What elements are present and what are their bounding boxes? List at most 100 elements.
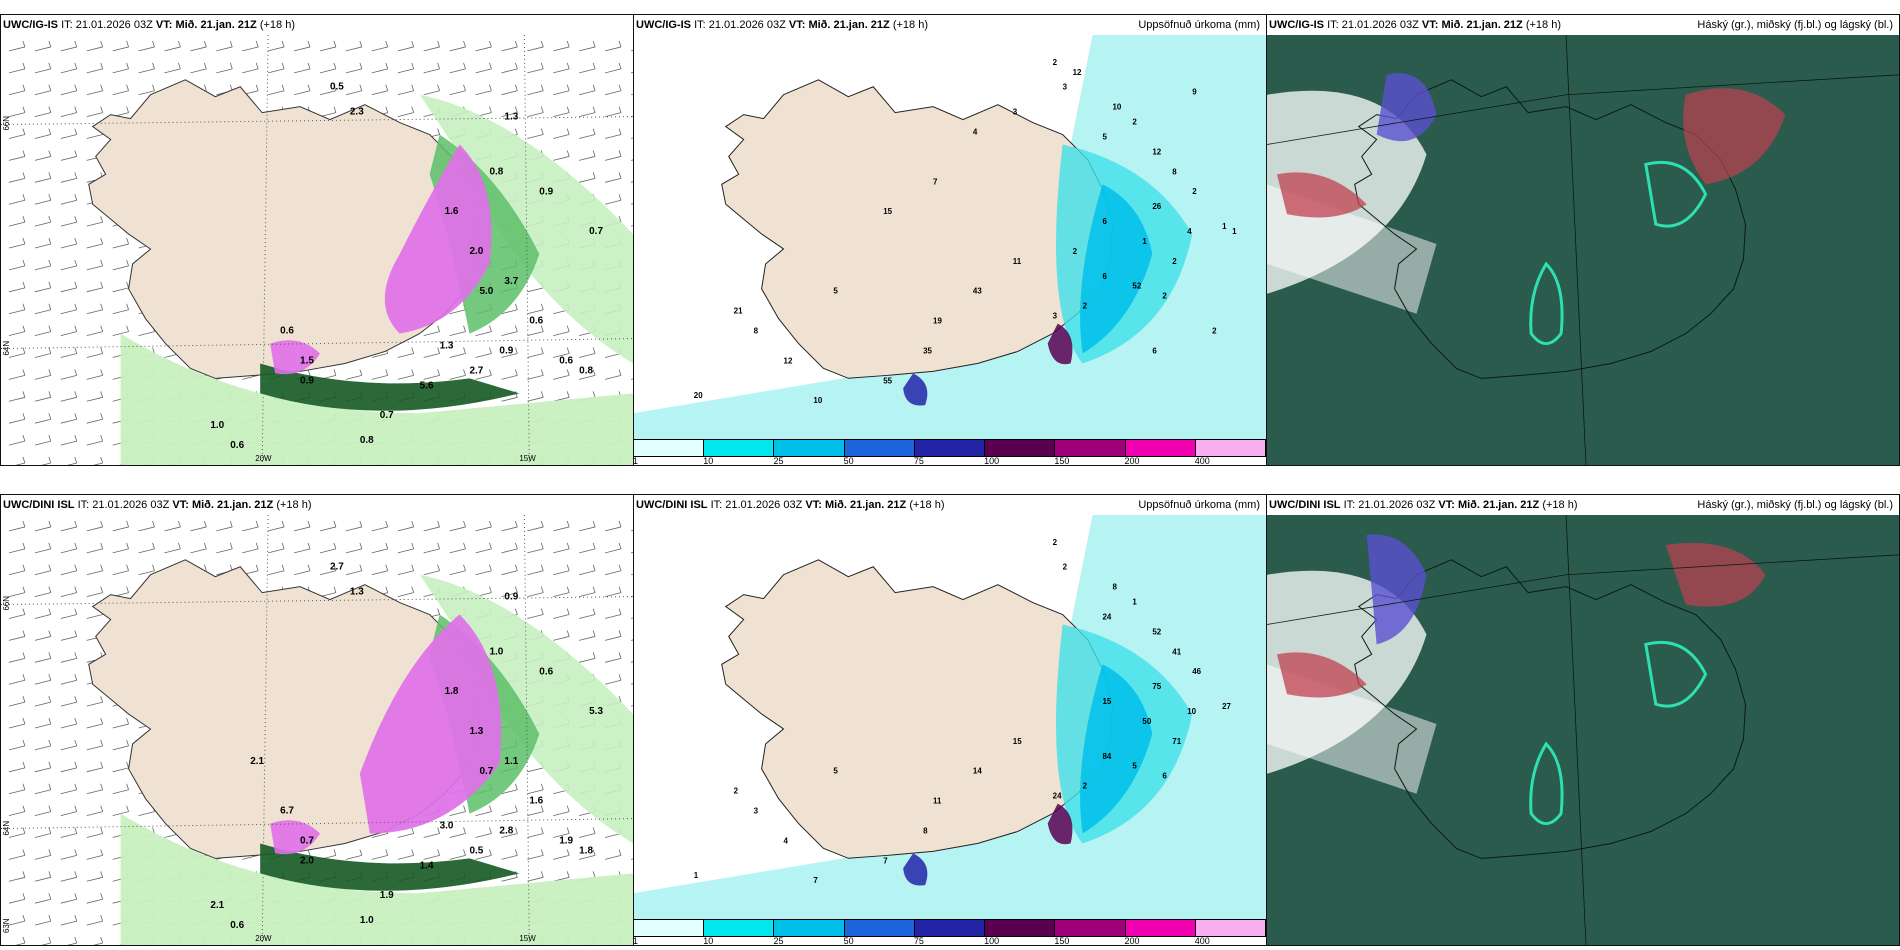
wind-barb-icon	[527, 134, 544, 139]
wind-barb-icon	[371, 90, 388, 96]
precip-value-label: 8	[923, 826, 928, 835]
wind-barb-icon	[86, 396, 103, 402]
wind-barb-icon	[242, 855, 259, 860]
wind-barb-icon	[86, 701, 103, 707]
wind-barb-icon	[22, 893, 26, 900]
wind-barb-icon	[463, 40, 466, 48]
wind-barb-icon	[359, 84, 363, 91]
precip-value-label: 0.6	[539, 666, 553, 677]
wind-barb-icon	[449, 309, 466, 315]
wind-barb-icon	[48, 84, 52, 91]
wind-barb-icon	[566, 150, 570, 157]
wind-barb-icon	[579, 614, 596, 619]
wind-barb-icon	[74, 216, 78, 223]
wind-barb-icon	[48, 893, 52, 900]
colorbar-swatch	[1195, 440, 1266, 456]
precip-value-label: 3.0	[440, 821, 454, 832]
precip-value-label: 20	[694, 391, 703, 400]
wind-barb-icon	[8, 548, 26, 554]
wind-barb-icon	[8, 723, 26, 729]
precip-value-label: 2	[1073, 247, 1078, 256]
it-label: IT:	[710, 499, 723, 511]
wind-barb-icon	[579, 156, 596, 161]
wind-barb-icon	[475, 526, 492, 532]
precip-value-label: 2.7	[470, 365, 484, 376]
wind-barb-icon	[411, 520, 415, 528]
wind-barb-icon	[618, 674, 622, 681]
panel-title: Uppsöfnuð úrkoma (mm)	[1138, 19, 1260, 31]
wind-barb-icon	[527, 331, 544, 336]
wind-barb-icon	[152, 40, 155, 48]
wind-barb-icon	[60, 614, 77, 619]
wind-barb-icon	[48, 652, 52, 659]
wind-barb-icon	[255, 84, 259, 91]
wind-barb-icon	[126, 325, 129, 332]
lead-time: (+18 h)	[1525, 19, 1561, 31]
wind-barb-icon	[566, 347, 570, 354]
wind-barb-icon	[604, 375, 622, 380]
wind-barb-icon	[618, 696, 622, 703]
wind-barb-icon	[527, 614, 544, 619]
wind-barb-icon	[437, 62, 440, 69]
wind-barb-icon	[514, 84, 518, 91]
precip-value-label: 2	[1212, 327, 1217, 336]
wind-barb-icon	[203, 84, 207, 91]
wind-barb-icon	[566, 106, 570, 113]
precip-value-label: 4	[784, 836, 789, 845]
wind-barb-icon	[604, 657, 622, 663]
precip-value-label: 8	[754, 327, 759, 336]
wind-barb-icon	[540, 827, 544, 834]
model-name: UWC/DINI ISL	[1269, 499, 1341, 511]
colorbar-swatch	[704, 440, 775, 456]
panel-mid-row2: UWC/DINI ISL IT: 21.01.2026 03Z VT: Mið.…	[633, 494, 1267, 946]
wind-barb-icon	[489, 564, 492, 571]
colorbar-swatch	[1055, 920, 1126, 936]
wind-barb-icon	[371, 570, 388, 576]
wind-barb-icon	[203, 564, 207, 571]
wind-barb-icon	[74, 303, 78, 310]
wind-barb-icon	[86, 309, 103, 315]
wind-barb-icon	[60, 199, 77, 205]
wind-barb-icon	[74, 520, 78, 528]
wind-barb-icon	[345, 548, 362, 554]
wind-barb-icon	[540, 391, 544, 398]
wind-barb-icon	[74, 391, 78, 398]
vt-label: VT:	[155, 19, 173, 31]
wind-barb-icon	[216, 526, 233, 532]
precip-value-label: 19	[933, 317, 942, 326]
wind-barb-icon	[60, 112, 77, 118]
wind-barb-icon	[100, 915, 104, 922]
precip-value-label: 3	[1053, 312, 1058, 321]
wind-barb-icon	[138, 90, 155, 96]
wind-barb-icon	[34, 68, 51, 74]
wind-barb-icon	[48, 259, 52, 267]
wind-barb-icon	[100, 761, 104, 768]
wind-barb-icon	[293, 46, 311, 52]
wind-barb-icon	[385, 40, 389, 48]
wind-barb-icon	[41, 462, 51, 465]
precip-value-label: 0.6	[559, 355, 573, 366]
wind-barb-icon	[74, 194, 78, 201]
wind-barb-icon	[514, 542, 518, 549]
wind-barb-icon	[74, 347, 78, 354]
wind-barb-icon	[618, 564, 622, 571]
wind-barb-icon	[229, 520, 233, 528]
wind-barb-icon	[112, 789, 129, 795]
wind-barb-icon	[22, 783, 26, 790]
wind-barb-icon	[566, 542, 570, 549]
wind-barb-icon	[74, 542, 78, 549]
wind-barb-icon	[592, 369, 596, 376]
wind-barb-icon	[345, 375, 362, 380]
wind-barb-icon	[100, 281, 104, 288]
wind-barb-icon	[437, 608, 440, 615]
wind-barb-icon	[618, 216, 622, 223]
wind-barb-icon	[540, 520, 544, 528]
model-name: UWC/IG-IS	[3, 19, 58, 31]
precip-value-label: 0.5	[470, 845, 484, 856]
high-cloud-shading	[1683, 88, 1786, 185]
wind-barb-icon	[449, 570, 466, 576]
precip-value-label: 4	[1187, 227, 1192, 236]
wind-barb-icon	[86, 243, 103, 249]
wind-barb-icon	[34, 657, 51, 663]
wind-barb-icon	[48, 237, 52, 245]
